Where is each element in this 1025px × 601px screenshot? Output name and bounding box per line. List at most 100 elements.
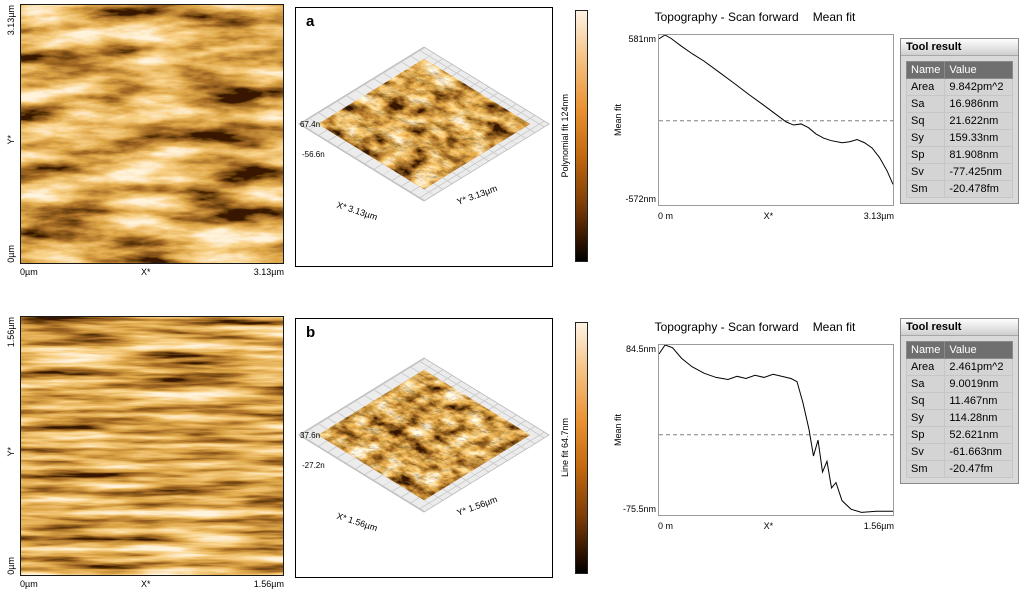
z-axis-max-label: 37.6n <box>300 431 321 440</box>
surface-3d-view <box>299 345 549 525</box>
x-axis-ticks: 0 m X* 3.13µm <box>658 211 894 221</box>
profile-plot-svg <box>659 35 893 205</box>
surface-3d-view <box>299 34 549 214</box>
profile-chart-a: Topography - Scan forward Mean fit Mean f… <box>612 8 898 238</box>
x-axis-mid-tick: X* <box>763 521 774 531</box>
y-axis-labels: 3.13µm Y* 0µm <box>2 4 20 264</box>
surface-3d-texture <box>317 58 531 190</box>
tool-result-row: Sa 16.986nm <box>905 95 1013 113</box>
panel-letter-label: a <box>306 13 315 30</box>
y-axis-min-label: 0µm <box>6 557 16 575</box>
tool-result-cell: 11.467nm <box>944 392 1013 410</box>
profile-plot-svg <box>659 345 893 515</box>
x-axis-min-label: 0µm <box>20 267 38 277</box>
z-axis-min-label: -56.6n <box>302 150 325 159</box>
tool-result-cell: -61.663nm <box>944 443 1013 461</box>
tool-result-cell: -77.425nm <box>944 163 1013 181</box>
tool-result-cell: Sa <box>905 375 946 393</box>
panel-letter-label: b <box>306 324 316 341</box>
tool-result-cell: Sv <box>905 163 946 181</box>
tool-result-col-name: Name <box>905 341 946 359</box>
chart-title-text: Topography - Scan forward <box>654 10 799 24</box>
profile-line <box>659 35 893 184</box>
tool-result-cell: Sp <box>905 146 946 164</box>
tool-result-cell: Sm <box>905 180 946 198</box>
tool-result-cell: 114.28nm <box>944 409 1013 427</box>
tool-result-row: Sq 11.467nm <box>905 392 1013 410</box>
tool-result-cell: 52.621nm <box>944 426 1013 444</box>
afm-topography-texture <box>21 317 283 575</box>
x-axis-title: X* <box>140 579 151 589</box>
x-axis-title: X* <box>140 267 151 277</box>
tool-result-col-value: Value <box>944 341 1013 359</box>
tool-result-cell: -20.478fm <box>944 180 1013 198</box>
x-axis-labels: 0µm X* 3.13µm <box>20 264 284 280</box>
tool-result-col-value: Value <box>944 61 1013 79</box>
x-axis-min-tick: 0 m <box>658 211 674 221</box>
tool-result-header-row: Name Value <box>905 341 1013 359</box>
afm-2d-panel-a: 3.13µm Y* 0µm 0µm X* 3.13µm <box>2 4 284 280</box>
tool-result-row: Area 9.842pm^2 <box>905 78 1013 96</box>
tool-result-panel-b: Tool result Name Value Area 2.461pm^2 Sa 9.… <box>900 318 1019 484</box>
x-axis-ticks: 0 m X* 1.56µm <box>658 521 894 531</box>
tool-result-title: Tool result <box>901 39 1018 56</box>
tool-result-cell: Sm <box>905 460 946 478</box>
surface-3d-panel-a: a 67.4n -56.6n X* 3.13µm Y* 3.13µm <box>295 7 553 267</box>
surface-3d-texture <box>317 369 531 501</box>
tool-result-cell: Sa <box>905 95 946 113</box>
tool-result-cell: Sq <box>905 112 946 130</box>
y-axis-max-label: 3.13µm <box>6 5 16 36</box>
x-axis-max-tick: 1.56µm <box>863 521 894 531</box>
tool-result-cell: 81.908nm <box>944 146 1013 164</box>
chart-fit-label: Mean fit <box>812 10 856 24</box>
afm-topography-texture <box>21 5 283 263</box>
tool-result-row: Sp 81.908nm <box>905 146 1013 164</box>
y-axis-title: Y* <box>6 135 16 145</box>
y-axis-min-tick: -572nm <box>625 194 656 204</box>
surface-3d-render <box>317 58 531 190</box>
profile-plot-area <box>658 344 894 516</box>
tool-result-panel-a: Tool result Name Value Area 9.842pm^2 Sa 16… <box>900 38 1019 204</box>
tool-result-cell: Area <box>905 358 946 376</box>
y-axis-title-vertical: Mean fit <box>612 103 623 136</box>
tool-result-cell: 2.461pm^2 <box>944 358 1013 376</box>
tool-result-cell: Sv <box>905 443 946 461</box>
x-axis-mid-tick: X* <box>763 211 774 221</box>
tool-result-table: Name Value Area 2.461pm^2 Sa 9.0019nm Sq 11.4… <box>905 341 1013 478</box>
tool-result-table: Name Value Area 9.842pm^2 Sa 16.986nm Sq 21.6… <box>905 61 1013 198</box>
tool-result-header-row: Name Value <box>905 61 1013 79</box>
tool-result-cell: Sp <box>905 426 946 444</box>
y-axis-min-label: 0µm <box>6 245 16 263</box>
x-axis-min-tick: 0 m <box>658 521 674 531</box>
tool-result-row: Sy 114.28nm <box>905 409 1013 427</box>
tool-result-row: Sa 9.0019nm <box>905 375 1013 393</box>
afm-2d-panel-b: 1.56µm Y* 0µm 0µm X* 1.56µm <box>2 316 284 592</box>
tool-result-row: Sm -20.478fm <box>905 180 1013 198</box>
x-axis-min-label: 0µm <box>20 579 38 589</box>
profile-plot-area <box>658 34 894 206</box>
x-axis-max-tick: 3.13µm <box>863 211 894 221</box>
y-axis-title: Y* <box>6 447 16 457</box>
chart-title: Topography - Scan forward Mean fit <box>612 320 898 334</box>
tool-result-cell: 9.842pm^2 <box>944 78 1013 96</box>
chart-title: Topography - Scan forward Mean fit <box>612 10 898 24</box>
surface-3d-render <box>317 369 531 501</box>
tool-result-row: Sv -77.425nm <box>905 163 1013 181</box>
tool-result-row: Sq 21.622nm <box>905 112 1013 130</box>
y-axis-title-vertical: Mean fit <box>612 413 623 446</box>
chart-fit-label: Mean fit <box>812 320 856 334</box>
tool-result-cell: Sy <box>905 129 946 147</box>
tool-result-cell: Sq <box>905 392 946 410</box>
tool-result-row: Sy 159.33nm <box>905 129 1013 147</box>
tool-result-row: Area 2.461pm^2 <box>905 358 1013 376</box>
tool-result-col-name: Name <box>905 61 946 79</box>
x-axis-max-label: 1.56µm <box>253 579 284 589</box>
z-axis-min-label: -27.2n <box>302 461 325 470</box>
z-axis-max-label: 67.4n <box>300 120 321 129</box>
tool-result-cell: 21.622nm <box>944 112 1013 130</box>
y-axis-labels: 1.56µm Y* 0µm <box>2 316 20 576</box>
colorbar <box>575 322 588 574</box>
tool-result-cell: Area <box>905 78 946 96</box>
colorbar-label: Polynomial fit 124nm <box>560 94 570 178</box>
tool-result-cell: -20.47fm <box>944 460 1013 478</box>
